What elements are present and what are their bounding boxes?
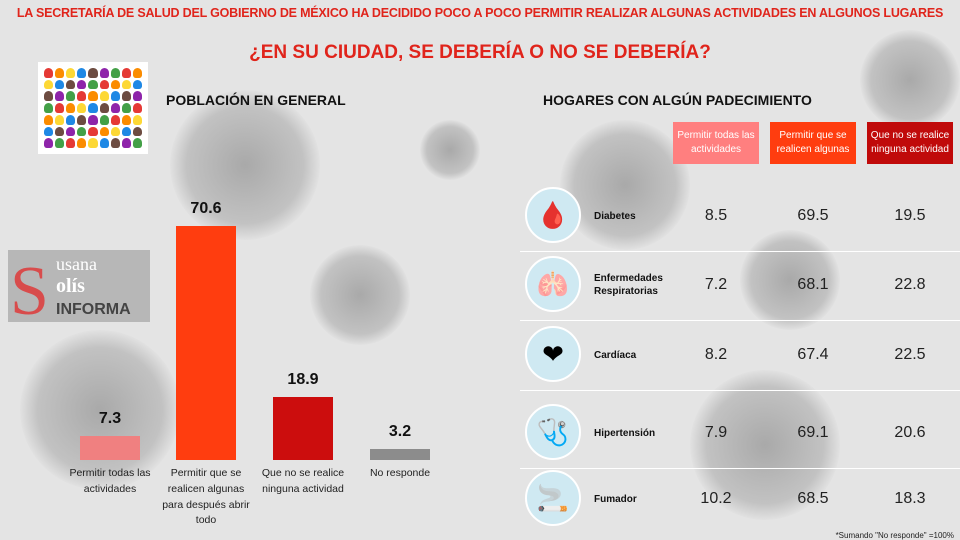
svg-text:INFORMA: INFORMA [56, 301, 131, 318]
cell-value: 7.9 [704, 424, 728, 441]
cigarette-icon: 🚬 [525, 470, 581, 526]
cell-value: 20.6 [894, 424, 926, 441]
category-label: Permitir todas las actividades [69, 467, 151, 495]
bar-value-label: 18.9 [287, 371, 319, 389]
condition-name: Enfermedades Respiratorias [594, 273, 663, 297]
crowd-illustration [38, 62, 148, 154]
category-label: No responde [369, 467, 431, 479]
cell-value: 22.8 [894, 276, 926, 293]
bar [80, 435, 140, 460]
cell-value: 22.5 [894, 346, 926, 363]
susana-solis-logo: S usana olís INFORMA [8, 250, 150, 322]
table-row: 🫁 Enfermedades Respiratorias 7.2 68.1 22.8 [520, 252, 960, 318]
condition-name: Fumador [594, 493, 637, 505]
cell-value: 7.2 [704, 276, 728, 293]
bar-value-label: 70.6 [190, 200, 222, 218]
cell-value: 68.1 [797, 276, 829, 293]
condition-name: Cardíaca [594, 349, 637, 361]
glucometer-icon: 🩸 [525, 187, 581, 243]
cell-value: 69.1 [797, 424, 829, 441]
row-divider [520, 251, 960, 252]
cell-value: 69.5 [797, 207, 829, 224]
heart-icon: ❤ [525, 326, 581, 382]
row-divider [520, 320, 960, 321]
cell-value: 10.2 [700, 490, 732, 507]
footnote: *Sumando "No responde" =100% [835, 531, 954, 540]
table-row: 🩺 Hipertensión 7.9 69.1 20.6 [520, 400, 960, 466]
category-label: Que no se realice ninguna actividad [261, 467, 345, 495]
cell-value: 8.2 [704, 346, 728, 363]
chart-title: POBLACIÓN EN GENERAL [166, 92, 346, 108]
bar-value-label: 3.2 [388, 423, 412, 441]
table-row: 🚬 Fumador 10.2 68.5 18.3 [520, 466, 960, 532]
cell-value: 8.5 [704, 207, 728, 224]
table-row: ❤ Cardíaca 8.2 67.4 22.5 [520, 322, 960, 388]
cell-value: 67.4 [797, 346, 829, 363]
bar [176, 226, 236, 460]
cell-value: 18.3 [894, 490, 926, 507]
table-title: HOGARES CON ALGÚN PADECIMIENTO [543, 92, 812, 108]
cell-value: 68.5 [797, 490, 829, 507]
bar [273, 397, 333, 460]
row-divider [520, 390, 960, 391]
header-question: ¿EN SU CIUDAD, SE DEBERÍA O NO SE DEBERÍ… [249, 42, 711, 63]
bar-value-label: 7.3 [98, 409, 122, 427]
column-header: Permitir que se realicen algunas [770, 122, 856, 164]
header-line1: LA SECRETARÍA DE SALUD DEL GOBIERNO DE M… [16, 6, 944, 20]
svg-text:olís: olís [56, 275, 85, 297]
svg-text:S: S [10, 253, 49, 322]
row-divider [520, 468, 960, 469]
column-header: Permitir todas las actividades [673, 122, 759, 164]
cell-value: 19.5 [894, 207, 926, 224]
svg-text:usana: usana [56, 254, 97, 274]
condition-name: Hipertensión [594, 427, 656, 439]
stethoscope-icon: 🩺 [525, 404, 581, 460]
condition-name: Diabetes [594, 210, 636, 222]
lungs-icon: 🫁 [525, 256, 581, 312]
table-row: 🩸 Diabetes 8.5 69.5 19.5 [520, 183, 960, 249]
category-label: Permitir que se realicen algunas para de… [162, 467, 250, 527]
bar [370, 449, 430, 460]
column-header: Que no se realice ninguna actividad [867, 122, 953, 164]
